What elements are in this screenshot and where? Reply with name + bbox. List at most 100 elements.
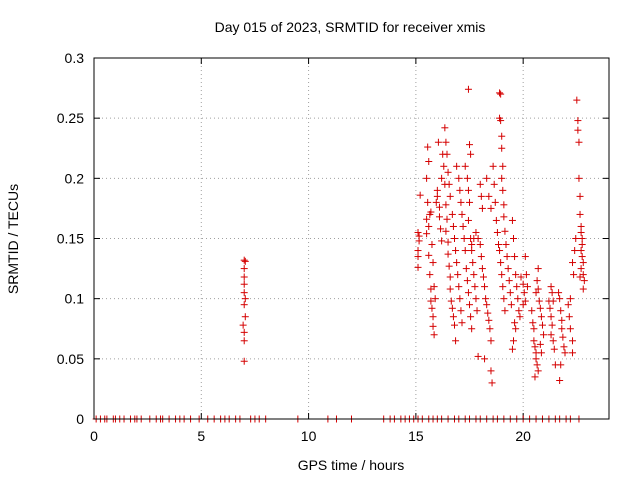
- data-point: [577, 265, 585, 273]
- data-point: [478, 265, 486, 273]
- data-point: [576, 210, 584, 218]
- data-point: [452, 247, 460, 255]
- data-point: [466, 198, 474, 206]
- data-point: [241, 295, 249, 303]
- data-point: [499, 186, 507, 194]
- data-point: [519, 301, 527, 309]
- data-point: [550, 345, 558, 353]
- data-point: [537, 313, 545, 321]
- data-point: [538, 321, 546, 329]
- data-point: [426, 271, 434, 279]
- data-point: [557, 361, 565, 369]
- data-point: [428, 241, 436, 249]
- data-point: [432, 198, 440, 206]
- data-point: [574, 126, 582, 134]
- data-point: [521, 297, 529, 305]
- data-point: [442, 201, 450, 209]
- plot-frame: [93, 57, 610, 420]
- data-point: [565, 313, 573, 321]
- data-point: [496, 247, 504, 255]
- data-point: [468, 241, 476, 249]
- data-point: [479, 273, 487, 281]
- x-tick-label: 15: [408, 428, 424, 444]
- x-tick-label: 5: [197, 428, 205, 444]
- data-point: [500, 213, 508, 221]
- data-point: [414, 263, 422, 271]
- data-point: [468, 247, 476, 255]
- data-point: [570, 271, 578, 279]
- axis-ticks: 0 0.05 0.1 0.15 0.2 0.25 0.3 0 5 10 15 20: [57, 50, 609, 444]
- data-point: [579, 259, 587, 267]
- data-point: [548, 289, 556, 297]
- data-point: [503, 253, 511, 261]
- data-point: [471, 283, 479, 291]
- data-point: [429, 313, 437, 321]
- data-point: [487, 204, 495, 212]
- data-point: [464, 85, 472, 93]
- data-point: [464, 216, 472, 224]
- data-point: [575, 138, 583, 146]
- x-tick-label: 0: [90, 428, 98, 444]
- data-point: [416, 191, 424, 199]
- data-point: [441, 124, 449, 132]
- data-point: [534, 367, 542, 375]
- data-point: [485, 316, 493, 324]
- data-point: [478, 204, 486, 212]
- data-point: [569, 259, 577, 267]
- data-point: [497, 259, 505, 267]
- data-point: [540, 331, 548, 339]
- data-point: [499, 162, 507, 170]
- data-point: [448, 304, 456, 312]
- y-tick-label: 0.15: [57, 231, 84, 247]
- data-point: [240, 256, 248, 264]
- data-point: [573, 96, 581, 104]
- data-point: [430, 283, 438, 291]
- data-point: [446, 273, 454, 281]
- data-point: [448, 210, 456, 218]
- data-point: [532, 289, 540, 297]
- data-point: [430, 331, 438, 339]
- data-point: [438, 174, 446, 182]
- data-point: [440, 162, 448, 170]
- data-point: [443, 150, 451, 158]
- data-point: [455, 174, 463, 182]
- data-point: [512, 271, 520, 279]
- data-point: [425, 251, 433, 259]
- data-point: [533, 277, 541, 285]
- data-point: [449, 313, 457, 321]
- data-point: [511, 319, 519, 327]
- chart-title: Day 015 of 2023, SRMTID for receiver xmi…: [215, 19, 486, 35]
- data-point: [512, 325, 520, 333]
- data-point: [556, 295, 564, 303]
- data-point: [499, 283, 507, 291]
- data-point: [501, 227, 509, 235]
- data-point: [458, 210, 466, 218]
- data-point: [500, 201, 508, 209]
- data-point: [477, 192, 485, 200]
- data-point: [519, 280, 527, 288]
- data-point: [423, 174, 431, 182]
- data-point: [558, 325, 566, 333]
- data-point: [434, 138, 442, 146]
- data-point: [566, 325, 574, 333]
- data-point: [442, 138, 450, 146]
- x-tick-label: 20: [515, 428, 531, 444]
- data-point: [533, 361, 541, 369]
- data-point: [240, 328, 248, 336]
- data-point: [521, 253, 529, 261]
- data-point: [497, 117, 505, 125]
- data-point: [506, 289, 514, 297]
- data-point: [425, 157, 433, 165]
- data-point: [578, 253, 586, 261]
- data-point: [532, 355, 540, 363]
- data-point: [566, 295, 574, 303]
- data-point: [560, 343, 568, 351]
- data-point: [469, 259, 477, 267]
- data-point: [424, 198, 432, 206]
- data-point: [472, 228, 480, 236]
- data-point: [240, 289, 248, 297]
- data-point: [577, 247, 585, 255]
- data-point: [486, 325, 494, 333]
- data-point: [240, 265, 248, 273]
- data-point: [459, 222, 467, 230]
